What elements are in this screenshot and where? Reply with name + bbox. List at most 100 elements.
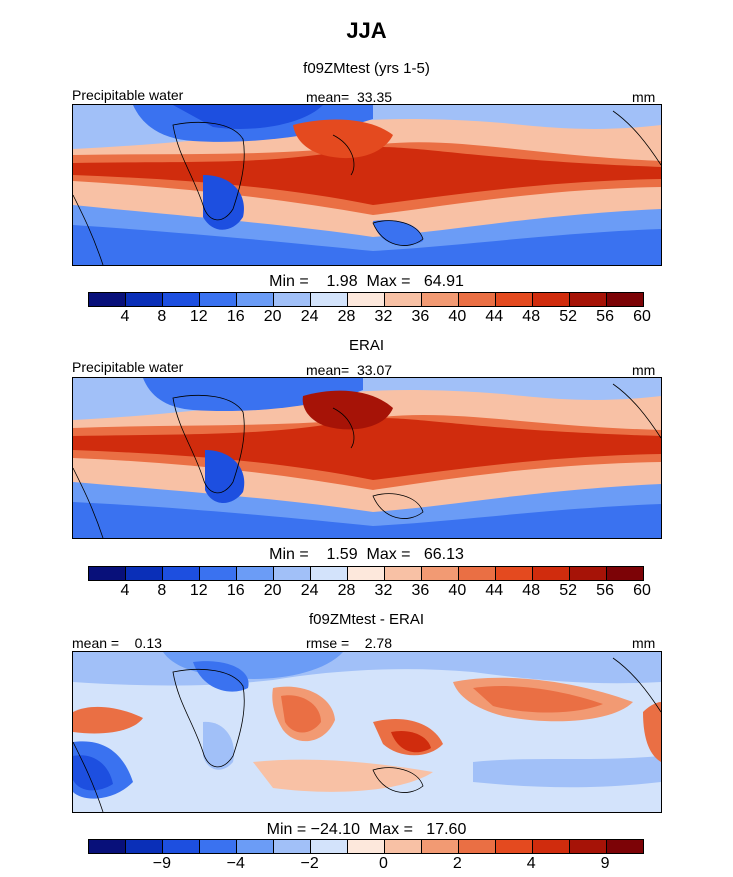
panel3-map: [72, 651, 662, 813]
colorbar-tick-label: −4: [226, 855, 245, 872]
colorbar-tick-label: 60: [633, 308, 651, 325]
colorbar-swatch: [385, 840, 422, 853]
panel2-field: [73, 378, 661, 538]
panel1-units-label: mm: [632, 89, 656, 105]
panel3-field: [73, 652, 661, 812]
colorbar-tick-label: 8: [157, 582, 167, 599]
colorbar-tick-label: 9: [600, 855, 610, 872]
panel1-colorbar: [88, 292, 644, 307]
colorbar-swatch: [459, 293, 496, 306]
panel3-minmax: Min = −24.10 Max = 17.60: [266, 821, 467, 838]
panel3-rmse-label: rmse = 2.78: [306, 635, 392, 651]
colorbar-swatch: [163, 840, 200, 853]
panel2-variable-label: Precipitable water: [72, 359, 184, 375]
colorbar-tick-label: 4: [526, 855, 536, 872]
panel3-mean-label: mean = 0.13: [72, 635, 162, 651]
panel2-mean-label: mean= 33.07: [306, 362, 393, 378]
colorbar-tick-label: 12: [189, 308, 208, 325]
colorbar-tick-label: 8: [157, 308, 167, 325]
panel1-field: [73, 105, 661, 265]
panel3-units-label: mm: [632, 635, 656, 651]
colorbar-swatch: [496, 840, 533, 853]
colorbar-swatch: [126, 840, 163, 853]
colorbar-swatch: [459, 567, 496, 580]
colorbar-swatch: [237, 293, 274, 306]
colorbar-tick-label: 48: [522, 308, 541, 325]
panel3-colorbar: [88, 839, 644, 854]
colorbar-swatch: [163, 293, 200, 306]
colorbar-swatch: [163, 567, 200, 580]
colorbar-swatch: [126, 293, 163, 306]
panel3-colorbar-ticks: −9 −4 −2 0 2 4 9: [88, 855, 642, 873]
panel2-colorbar: [88, 566, 644, 581]
panel2-map: [72, 377, 662, 539]
colorbar-swatch: [570, 567, 607, 580]
colorbar-tick-label: 40: [448, 308, 467, 325]
colorbar-swatch: [237, 840, 274, 853]
colorbar-swatch: [607, 293, 643, 306]
colorbar-tick-label: 16: [226, 308, 245, 325]
colorbar-tick-label: −9: [152, 855, 171, 872]
panel1-map: [72, 104, 662, 266]
panel1-title: f09ZMtest (yrs 1-5): [303, 60, 430, 77]
colorbar-swatch: [274, 567, 311, 580]
colorbar-swatch: [533, 567, 570, 580]
colorbar-tick-label: 60: [633, 582, 651, 599]
figure-title: JJA: [346, 18, 387, 43]
panel2-colorbar-ticks: 4 8 12 16 20 24 28 32 36 40 44 48 52 56 …: [88, 582, 650, 600]
colorbar-swatch: [607, 567, 643, 580]
panel3-title: f09ZMtest - ERAI: [308, 611, 425, 628]
colorbar-swatch: [89, 567, 126, 580]
colorbar-swatch: [422, 293, 459, 306]
colorbar-swatch: [348, 567, 385, 580]
colorbar-swatch: [311, 840, 348, 853]
colorbar-tick-label: 20: [263, 308, 282, 325]
colorbar-tick-label: 16: [226, 582, 245, 599]
colorbar-swatch: [459, 840, 496, 853]
colorbar-swatch: [570, 840, 607, 853]
colorbar-swatch: [348, 840, 385, 853]
colorbar-swatch: [89, 293, 126, 306]
colorbar-tick-label: 2: [452, 855, 462, 872]
colorbar-swatch: [422, 840, 459, 853]
colorbar-tick-label: 36: [411, 582, 430, 599]
colorbar-swatch: [348, 293, 385, 306]
colorbar-tick-label: 36: [411, 308, 430, 325]
colorbar-tick-label: 24: [300, 308, 319, 325]
colorbar-tick-label: 0: [379, 855, 388, 872]
colorbar-swatch: [126, 567, 163, 580]
colorbar-swatch: [274, 293, 311, 306]
colorbar-swatch: [533, 840, 570, 853]
colorbar-swatch: [89, 840, 126, 853]
panel2-title: ERAI: [348, 337, 384, 354]
colorbar-tick-label: −2: [300, 855, 319, 872]
panel2-minmax: Min = 1.59 Max = 66.13: [269, 546, 464, 563]
colorbar-swatch: [496, 567, 533, 580]
colorbar-tick-label: 52: [559, 582, 578, 599]
panel1-mean-label: mean= 33.35: [306, 89, 393, 105]
colorbar-swatch: [385, 567, 422, 580]
colorbar-swatch: [200, 840, 237, 853]
colorbar-tick-label: 56: [596, 582, 614, 599]
colorbar-tick-label: 32: [374, 582, 393, 599]
colorbar-tick-label: 48: [522, 582, 541, 599]
colorbar-swatch: [496, 293, 533, 306]
panel1-colorbar-ticks: 4 8 12 16 20 24 28 32 36 40 44 48 52 56 …: [88, 308, 650, 326]
colorbar-swatch: [422, 567, 459, 580]
colorbar-tick-label: 44: [485, 582, 504, 599]
colorbar-swatch: [200, 567, 237, 580]
colorbar-tick-label: 28: [337, 582, 356, 599]
colorbar-swatch: [607, 840, 643, 853]
colorbar-tick-label: 28: [337, 308, 356, 325]
colorbar-tick-label: 56: [596, 308, 614, 325]
colorbar-tick-label: 4: [120, 308, 130, 325]
panel2-units-label: mm: [632, 362, 656, 378]
colorbar-tick-label: 32: [374, 308, 393, 325]
colorbar-swatch: [311, 567, 348, 580]
colorbar-tick-label: 40: [448, 582, 467, 599]
colorbar-tick-label: 52: [559, 308, 578, 325]
colorbar-swatch: [311, 293, 348, 306]
colorbar-swatch: [200, 293, 237, 306]
panel1-variable-label: Precipitable water: [72, 87, 184, 103]
colorbar-swatch: [533, 293, 570, 306]
